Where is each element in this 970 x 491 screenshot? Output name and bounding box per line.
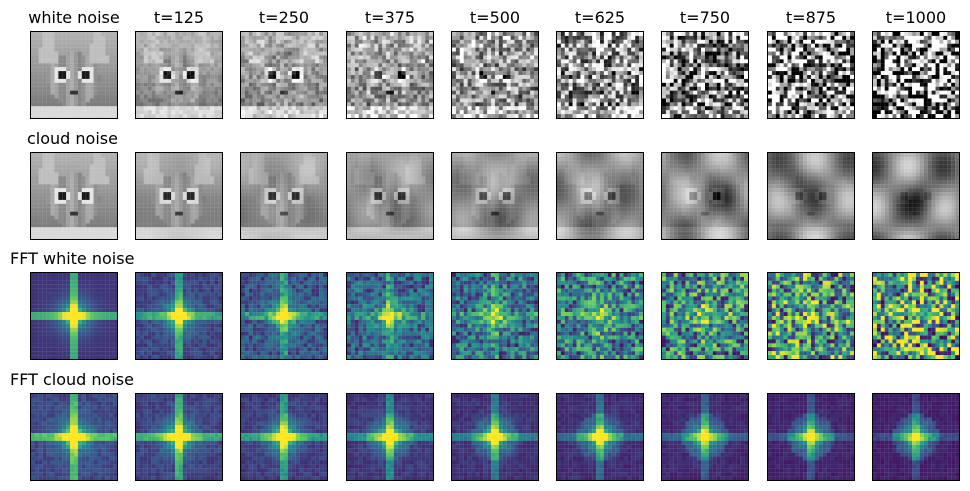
column-label-8: t=1000 xyxy=(885,8,947,27)
panel-white-6 xyxy=(661,31,749,119)
panel-fftwhite-0 xyxy=(30,272,118,360)
panel-cloud-4 xyxy=(451,152,539,240)
panel-white-1 xyxy=(135,31,223,119)
panel-fftwhite-2 xyxy=(240,272,328,360)
panel-white-3 xyxy=(346,31,434,119)
panel-fftwhite-8 xyxy=(872,272,960,360)
column-label-0: white noise xyxy=(28,8,120,27)
panel-fftwhite-3 xyxy=(346,272,434,360)
panel-cloud-2 xyxy=(240,152,328,240)
panel-fftwhite-7 xyxy=(767,272,855,360)
panel-cloud-0 xyxy=(30,152,118,240)
panel-fftwhite-4 xyxy=(451,272,539,360)
row-label-cloud: cloud noise xyxy=(27,129,118,148)
panel-cloud-8 xyxy=(872,152,960,240)
panel-cloud-3 xyxy=(346,152,434,240)
panel-fftwhite-5 xyxy=(556,272,644,360)
column-label-4: t=500 xyxy=(469,8,521,27)
panel-cloud-1 xyxy=(135,152,223,240)
panel-cloud-5 xyxy=(556,152,644,240)
panel-white-4 xyxy=(451,31,539,119)
panel-fftcloud-7 xyxy=(767,393,855,481)
panel-fftcloud-8 xyxy=(872,393,960,481)
panel-cloud-6 xyxy=(661,152,749,240)
panel-fftcloud-1 xyxy=(135,393,223,481)
panel-white-5 xyxy=(556,31,644,119)
panel-fftcloud-6 xyxy=(661,393,749,481)
panel-fftcloud-5 xyxy=(556,393,644,481)
column-label-3: t=375 xyxy=(364,8,416,27)
panel-fftcloud-0 xyxy=(30,393,118,481)
panel-white-2 xyxy=(240,31,328,119)
panel-fftcloud-4 xyxy=(451,393,539,481)
column-label-5: t=625 xyxy=(574,8,626,27)
panel-white-0 xyxy=(30,31,118,119)
panel-fftcloud-3 xyxy=(346,393,434,481)
column-label-6: t=750 xyxy=(679,8,731,27)
panel-fftcloud-2 xyxy=(240,393,328,481)
column-label-2: t=250 xyxy=(258,8,310,27)
panel-fftwhite-6 xyxy=(661,272,749,360)
panel-white-7 xyxy=(767,31,855,119)
panel-cloud-7 xyxy=(767,152,855,240)
column-label-7: t=875 xyxy=(785,8,837,27)
column-label-1: t=125 xyxy=(153,8,205,27)
panel-white-8 xyxy=(872,31,960,119)
panel-fftwhite-1 xyxy=(135,272,223,360)
row-label-fftwhite: FFT white noise xyxy=(10,249,135,268)
row-label-fftcloud: FFT cloud noise xyxy=(10,370,134,389)
